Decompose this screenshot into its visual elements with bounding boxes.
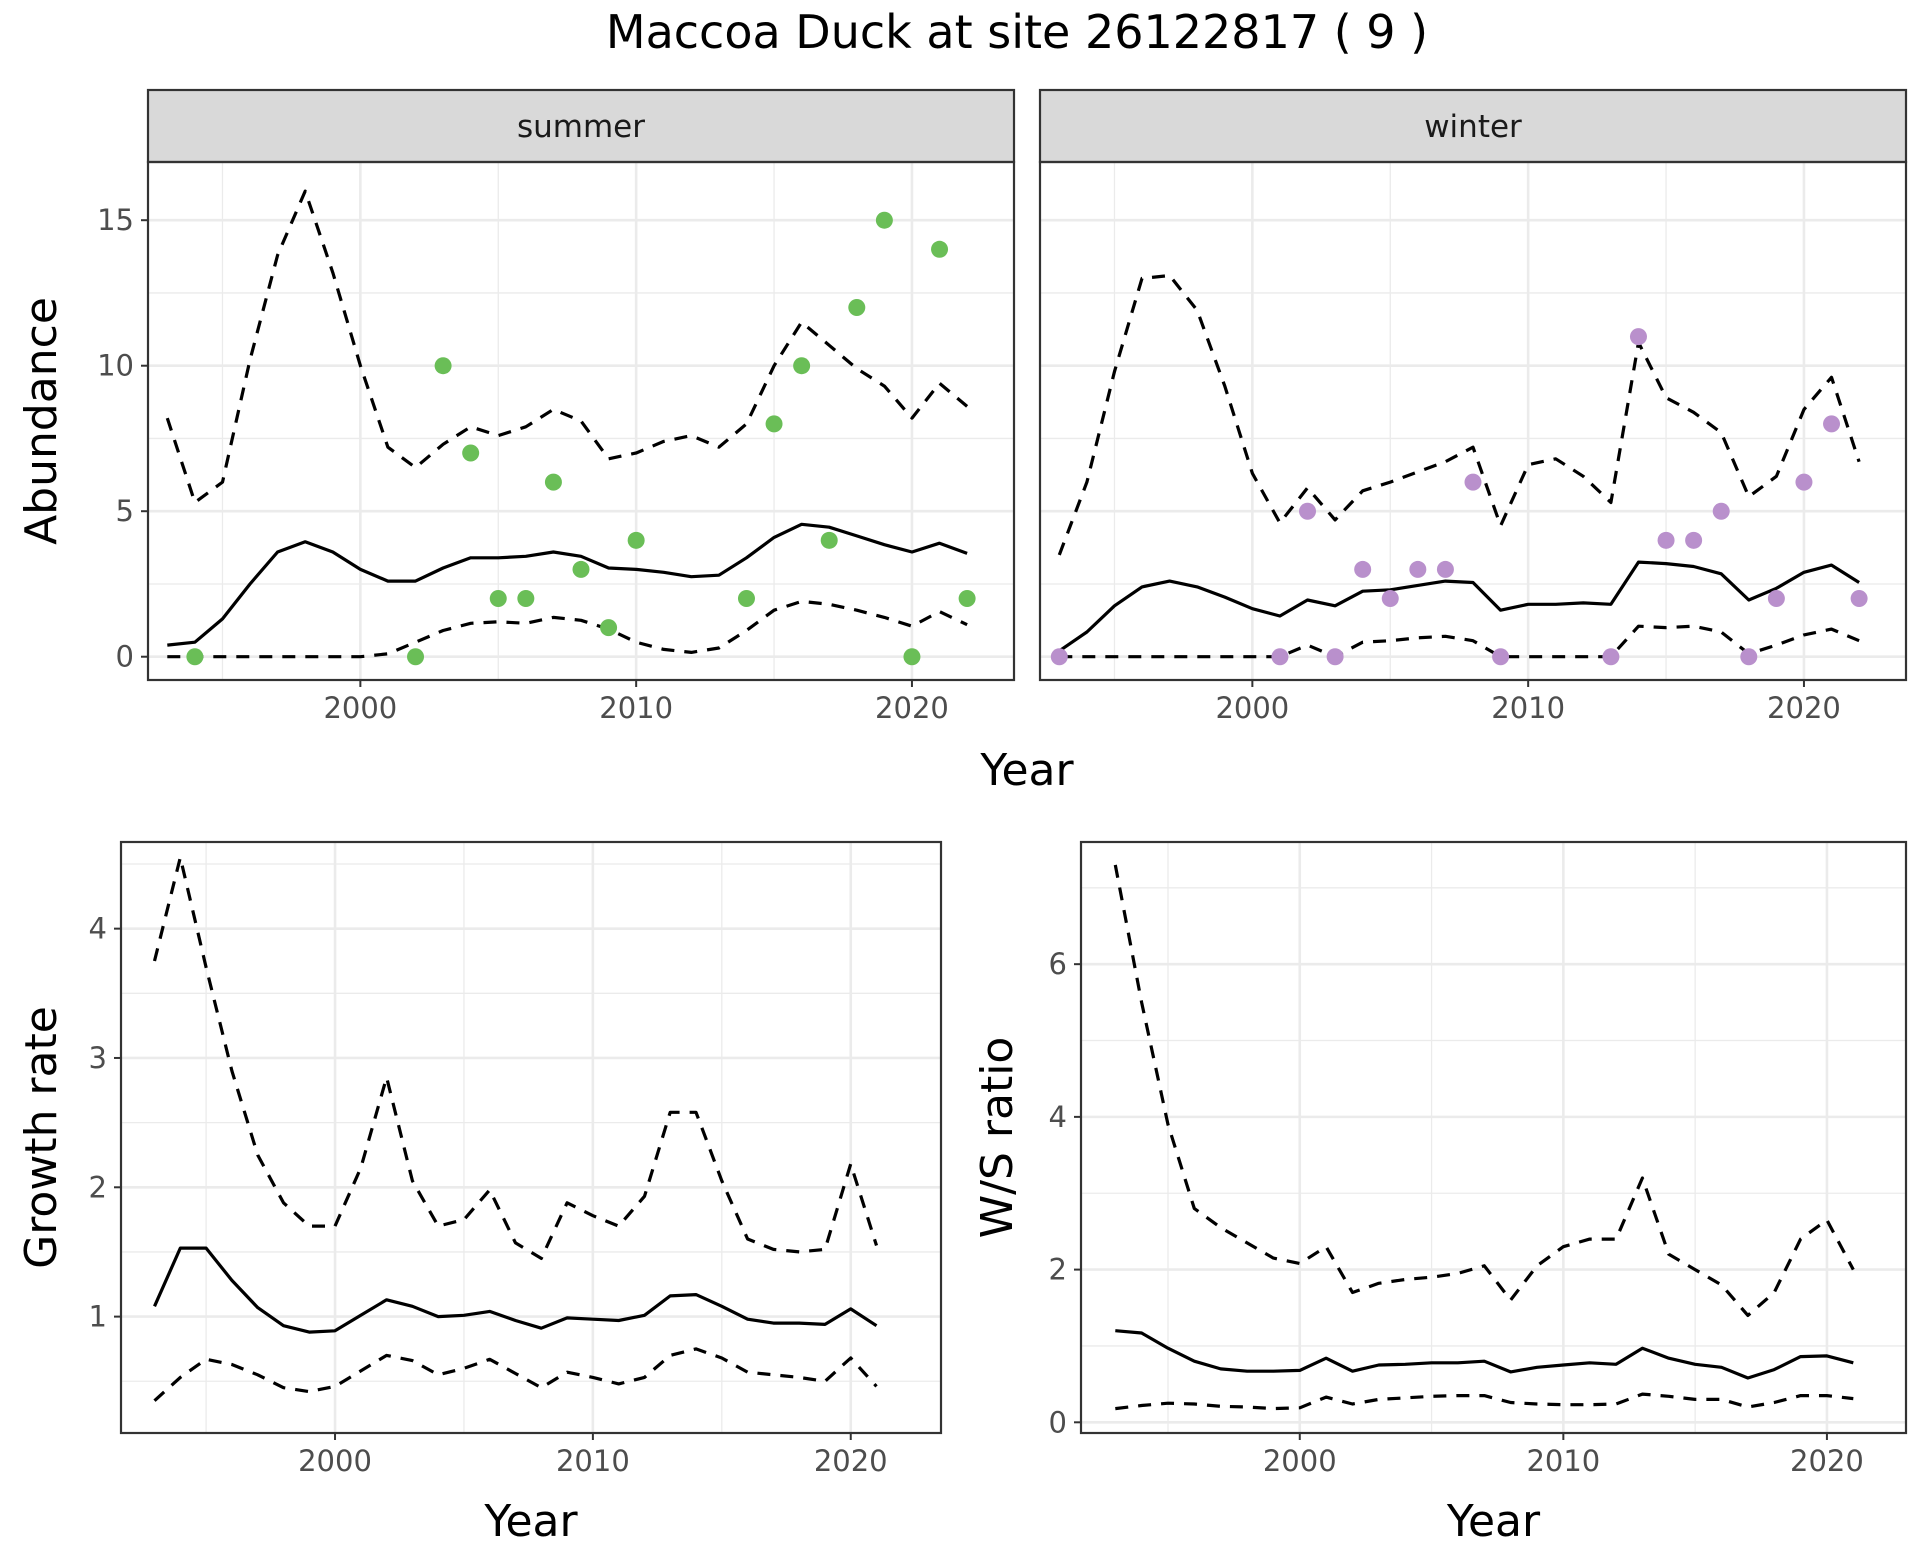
abundance-summer-tick-label-x: 2020: [875, 691, 949, 725]
abundance-winter-point: [1299, 502, 1317, 520]
ws_ratio-upper-line: [1113, 864, 1855, 1317]
abundance-summer-strip: [146, 88, 1016, 164]
abundance-summer-point: [848, 299, 866, 317]
ws_ratio-mean-line: [1115, 1329, 1854, 1380]
abundance-summer-tick-label-y: 10: [97, 349, 134, 383]
abundance-summer-background: [148, 162, 1014, 680]
growth-tick-label-x: 2000: [298, 1444, 372, 1478]
growth-tick-label-x: 2010: [556, 1444, 630, 1478]
abundance-winter-point: [1629, 328, 1647, 346]
abundance-summer-point: [489, 590, 507, 608]
ws_ratio-border: [1079, 840, 1908, 1435]
abundance-summer-point: [600, 619, 618, 637]
growth-panel: 2000 2010 2020 1 2 3 4: [89, 840, 943, 1478]
abundance-summer-panel: 2000 2010 2020 0 5 10 15 summer: [97, 88, 1016, 725]
ws_ratio-tick-label-y: 2: [1049, 1253, 1067, 1287]
abundance-x-axis-title: Year: [979, 745, 1074, 796]
abundance-summer-point: [765, 415, 783, 433]
ws_ratio-lower-line: [1115, 1392, 1854, 1411]
abundance-winter-point: [1326, 648, 1344, 666]
abundance-summer-point: [572, 560, 590, 578]
abundance-summer-lower-line: [167, 599, 968, 659]
ws_ratio-tick-label-x: 2010: [1526, 1444, 1600, 1478]
abundance-winter-point: [1464, 473, 1482, 491]
growth-border: [119, 840, 943, 1435]
abundance-summer-point: [903, 648, 921, 666]
abundance-winter-point: [1823, 415, 1841, 433]
abundance-winter-mean-line: [1058, 560, 1860, 653]
abundance-summer-point: [820, 531, 838, 549]
abundance-y-axis-title: Abundance: [16, 297, 67, 545]
abundance-winter-tick-label-x: 2010: [1491, 691, 1565, 725]
abundance-summer-strip-label: summer: [517, 109, 645, 145]
abundance-summer-tick-label-x: 2000: [323, 691, 397, 725]
growth-mean-line: [153, 1246, 878, 1334]
abundance-summer-tick-label-y: 15: [97, 203, 134, 237]
abundance-summer-tick-label-x: 2010: [599, 691, 673, 725]
abundance-winter-strip-label: winter: [1424, 109, 1522, 145]
ws_ratio-tick-label-y: 4: [1049, 1100, 1067, 1134]
growth-tick-label-x: 2020: [814, 1444, 888, 1478]
ws_ratio-tick-label-x: 2020: [1790, 1444, 1864, 1478]
abundance-summer-point: [737, 590, 755, 608]
abundance-summer-point: [544, 473, 562, 491]
main-title: Maccoa Duck at site 26122817 ( 9 ): [606, 5, 1428, 59]
abundance-winter-lower-line: [1059, 624, 1860, 659]
abundance-summer-upper-line: [165, 189, 969, 505]
abundance-winter-upper-line: [1057, 273, 1861, 556]
abundance-winter-point: [1712, 502, 1730, 520]
abundance-summer-border: [146, 160, 1016, 682]
abundance-summer-point: [434, 357, 452, 375]
abundance-winter-strip: [1038, 88, 1908, 164]
abundance-summer-mean-line: [167, 522, 968, 647]
abundance-summer-point: [186, 648, 204, 666]
abundance-summer-point: [517, 590, 535, 608]
abundance-winter-point: [1602, 648, 1620, 666]
ws_ratio-panel: 2000 2010 2020 0 2 4 6: [1049, 840, 1908, 1478]
abundance-winter-point: [1409, 560, 1427, 578]
growth-x-axis-title: Year: [483, 1496, 578, 1547]
abundance-winter-point: [1657, 531, 1675, 549]
abundance-summer-point: [931, 240, 949, 258]
growth-tick-label-y: 1: [89, 1300, 107, 1334]
abundance-summer-tick-label-y: 0: [116, 640, 134, 674]
abundance-summer-point: [407, 648, 425, 666]
abundance-winter-point: [1795, 473, 1813, 491]
ws_ratio-y-axis-title: W/S ratio: [972, 1037, 1023, 1239]
abundance-winter-point: [1685, 531, 1703, 549]
abundance-winter-point: [1850, 590, 1868, 608]
ws_ratio-tick-label-y: 0: [1049, 1405, 1067, 1439]
abundance-winter-tick-label-x: 2000: [1215, 691, 1289, 725]
growth-lower-line: [153, 1347, 878, 1402]
abundance-winter-point: [1271, 648, 1289, 666]
abundance-winter-point: [1767, 590, 1785, 608]
growth-tick-label-y: 2: [89, 1170, 107, 1204]
ws_ratio-x-axis-title: Year: [1446, 1496, 1541, 1547]
growth-y-axis-title: Growth rate: [16, 1006, 67, 1269]
abundance-winter-point: [1740, 648, 1758, 666]
abundance-summer-tick-label-y: 5: [116, 494, 134, 528]
abundance-winter-tick-label-x: 2020: [1767, 691, 1841, 725]
abundance-winter-point: [1381, 590, 1399, 608]
abundance-summer-point: [875, 211, 893, 229]
abundance-winter-point: [1354, 560, 1372, 578]
growth-tick-label-y: 3: [89, 1041, 107, 1075]
ws_ratio-tick-label-y: 6: [1049, 947, 1067, 981]
growth-tick-label-y: 4: [89, 912, 107, 946]
abundance-winter-point: [1050, 648, 1068, 666]
abundance-winter-panel: 2000 2010 2020 winter: [1038, 88, 1908, 725]
abundance-summer-point: [627, 531, 645, 549]
growth-upper-line: [152, 855, 879, 1260]
abundance-winter-border: [1038, 160, 1908, 682]
abundance-summer-point: [462, 444, 480, 462]
abundance-summer-point: [958, 590, 976, 608]
abundance-winter-point: [1492, 648, 1510, 666]
ws_ratio-background: [1081, 842, 1906, 1433]
abundance-winter-point: [1436, 560, 1454, 578]
abundance-summer-point: [793, 357, 811, 375]
growth-background: [121, 842, 941, 1433]
ws_ratio-tick-label-x: 2000: [1263, 1444, 1337, 1478]
